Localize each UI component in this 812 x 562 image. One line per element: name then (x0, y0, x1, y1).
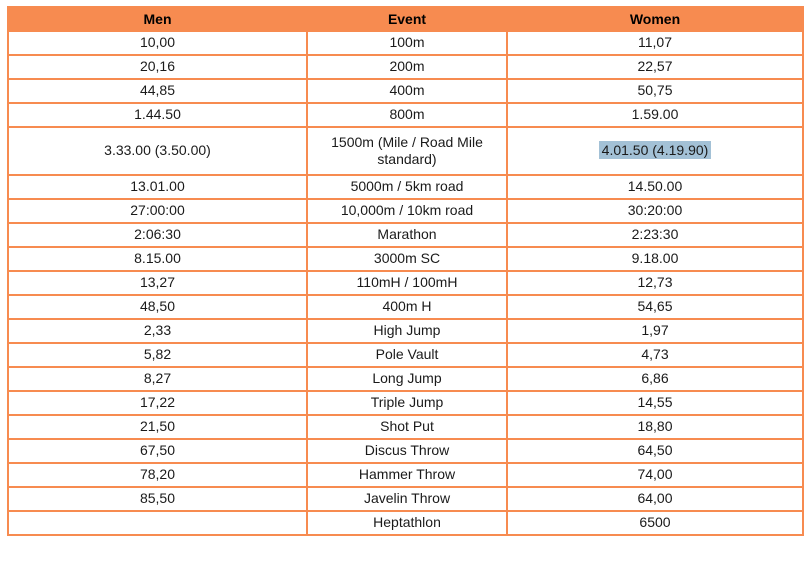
event-cell: 10,000m / 10km road (306, 198, 508, 224)
men-cell: 5,82 (7, 342, 308, 368)
women-cell: 6,86 (506, 366, 804, 392)
men-cell: 8.15.00 (7, 246, 308, 272)
men-cell: 10,00 (7, 30, 308, 56)
event-cell: 1500m (Mile / Road Mile standard) (306, 126, 508, 176)
event-cell: 5000m / 5km road (306, 174, 508, 200)
table-header: Men Event Women (7, 6, 804, 32)
women-cell: 74,00 (506, 462, 804, 488)
table-row: 3.33.00 (3.50.00) 1500m (Mile / Road Mile… (7, 126, 804, 176)
event-cell: Long Jump (306, 366, 508, 392)
table-row: 2:06:30 Marathon 2:23:30 (7, 222, 804, 248)
table-row: 67,50 Discus Throw 64,50 (7, 438, 804, 464)
women-cell: 14.50.00 (506, 174, 804, 200)
table-row: 2,33 High Jump 1,97 (7, 318, 804, 344)
event-cell: 200m (306, 54, 508, 80)
event-cell: 400m H (306, 294, 508, 320)
highlighted-value: 4.01.50 (4.19.90) (598, 141, 712, 160)
men-cell: 17,22 (7, 390, 308, 416)
table-row: 13.01.00 5000m / 5km road 14.50.00 (7, 174, 804, 200)
event-cell: Hammer Throw (306, 462, 508, 488)
header-women: Women (506, 6, 804, 32)
women-cell: 6500 (506, 510, 804, 536)
women-cell: 22,57 (506, 54, 804, 80)
header-men: Men (7, 6, 308, 32)
men-cell: 67,50 (7, 438, 308, 464)
header-row: Men Event Women (7, 6, 804, 32)
men-cell: 44,85 (7, 78, 308, 104)
women-cell: 11,07 (506, 30, 804, 56)
women-cell: 4.01.50 (4.19.90) (506, 126, 804, 176)
table-row: 21,50 Shot Put 18,80 (7, 414, 804, 440)
women-cell: 64,50 (506, 438, 804, 464)
event-cell: Discus Throw (306, 438, 508, 464)
men-cell: 2,33 (7, 318, 308, 344)
table-row: 48,50 400m H 54,65 (7, 294, 804, 320)
event-cell: Shot Put (306, 414, 508, 440)
qualification-table: Men Event Women 10,00 100m 11,07 20,16 200m 2… (7, 6, 804, 536)
table-body: 10,00 100m 11,07 20,16 200m 22,57 44,85 400m 50,… (7, 30, 804, 536)
women-cell: 30:20:00 (506, 198, 804, 224)
men-cell: 1.44.50 (7, 102, 308, 128)
table-row: 8,27 Long Jump 6,86 (7, 366, 804, 392)
men-cell: 3.33.00 (3.50.00) (7, 126, 308, 176)
men-cell: 8,27 (7, 366, 308, 392)
event-cell: 400m (306, 78, 508, 104)
table-row: 85,50 Javelin Throw 64,00 (7, 486, 804, 512)
women-cell: 54,65 (506, 294, 804, 320)
table-row: 78,20 Hammer Throw 74,00 (7, 462, 804, 488)
men-cell: 27:00:00 (7, 198, 308, 224)
women-cell: 64,00 (506, 486, 804, 512)
table-row: 13,27 110mH / 100mH 12,73 (7, 270, 804, 296)
event-cell: Heptathlon (306, 510, 508, 536)
men-cell: 21,50 (7, 414, 308, 440)
women-cell: 1.59.00 (506, 102, 804, 128)
men-cell: 13,27 (7, 270, 308, 296)
event-cell: 100m (306, 30, 508, 56)
men-cell: 48,50 (7, 294, 308, 320)
header-event: Event (306, 6, 508, 32)
women-cell: 4,73 (506, 342, 804, 368)
table-row: 20,16 200m 22,57 (7, 54, 804, 80)
table-row: Heptathlon 6500 (7, 510, 804, 536)
event-cell: 800m (306, 102, 508, 128)
men-cell: 85,50 (7, 486, 308, 512)
men-cell: 20,16 (7, 54, 308, 80)
men-cell: 2:06:30 (7, 222, 308, 248)
event-cell: Marathon (306, 222, 508, 248)
table-row: 27:00:00 10,000m / 10km road 30:20:00 (7, 198, 804, 224)
women-cell: 50,75 (506, 78, 804, 104)
table-row: 44,85 400m 50,75 (7, 78, 804, 104)
event-cell: 110mH / 100mH (306, 270, 508, 296)
women-cell: 18,80 (506, 414, 804, 440)
table-row: 5,82 Pole Vault 4,73 (7, 342, 804, 368)
men-cell: 13.01.00 (7, 174, 308, 200)
event-cell: High Jump (306, 318, 508, 344)
event-cell: Pole Vault (306, 342, 508, 368)
men-cell: 78,20 (7, 462, 308, 488)
women-cell: 1,97 (506, 318, 804, 344)
women-cell: 12,73 (506, 270, 804, 296)
event-cell: Triple Jump (306, 390, 508, 416)
table-row: 1.44.50 800m 1.59.00 (7, 102, 804, 128)
table-row: 8.15.00 3000m SC 9.18.00 (7, 246, 804, 272)
women-cell: 14,55 (506, 390, 804, 416)
women-cell: 2:23:30 (506, 222, 804, 248)
event-cell: Javelin Throw (306, 486, 508, 512)
table-row: 10,00 100m 11,07 (7, 30, 804, 56)
table-row: 17,22 Triple Jump 14,55 (7, 390, 804, 416)
women-cell: 9.18.00 (506, 246, 804, 272)
event-cell: 3000m SC (306, 246, 508, 272)
qualification-table-container: Men Event Women 10,00 100m 11,07 20,16 200m 2… (7, 6, 804, 536)
men-cell (7, 510, 308, 536)
